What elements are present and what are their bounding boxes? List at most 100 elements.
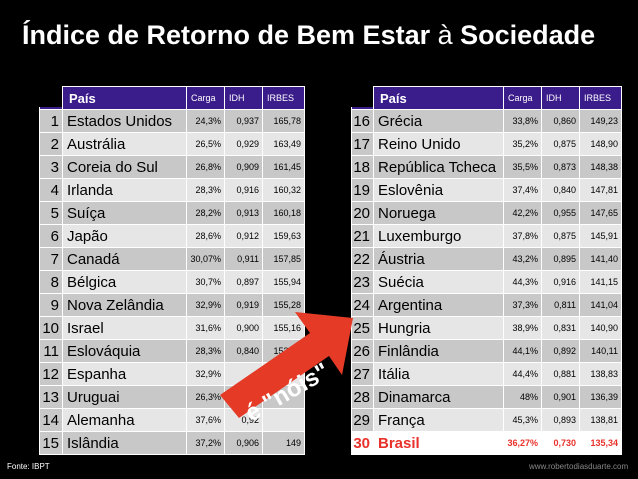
irbes-cell: 163,49 [262, 132, 305, 156]
irbes-cell: 155,28 [262, 293, 305, 317]
irbes-cell: 155,94 [262, 270, 305, 294]
irbes-cell: 140,90 [579, 316, 622, 340]
carga-cell: 28,2% [186, 201, 225, 225]
idh-cell: 0,893 [541, 408, 580, 432]
table-row: 25 Hungria 38,9% 0,831 140,90 [351, 316, 622, 340]
table-row: 6 Japão 28,6% 0,912 159,63 [39, 224, 305, 248]
carga-cell: 32,9% [186, 362, 225, 386]
country-cell: Brasil [373, 431, 504, 455]
rank-cell: 10 [39, 316, 63, 340]
rank-cell: 29 [351, 408, 374, 432]
country-cell: Finlândia [373, 339, 504, 363]
country-cell: Luxemburgo [373, 224, 504, 248]
irbes-cell [262, 408, 305, 432]
page-title: Índice de Retorno de Bem Estar à Socieda… [22, 20, 596, 50]
rank-cell: 22 [351, 247, 374, 271]
irbes-cell: 157,85 [262, 247, 305, 271]
country-cell: Grécia [373, 109, 504, 133]
country-cell: Itália [373, 362, 504, 386]
irbes-cell: 147,81 [579, 178, 622, 202]
country-cell: Uruguai [62, 385, 187, 409]
idh-cell: 0,860 [541, 109, 580, 133]
idh-cell: 0,875 [541, 132, 580, 156]
website-link[interactable]: www.robertodiasduarte.com [529, 462, 629, 471]
irbes-cell: 136,39 [579, 385, 622, 409]
rank-cell: 11 [39, 339, 63, 363]
table-row: 23 Suécia 44,3% 0,916 141,15 [351, 270, 622, 294]
country-cell: Japão [62, 224, 187, 248]
table-row: 7 Canadá 30,07% 0,911 157,85 [39, 247, 305, 271]
table-row: 19 Eslovênia 37,4% 0,840 147,81 [351, 178, 622, 202]
country-cell: Reino Unido [373, 132, 504, 156]
carga-cell: 26,3% [186, 385, 225, 409]
column-header: Carga [186, 86, 225, 110]
rank-cell: 1 [39, 109, 63, 133]
rank-cell: 24 [351, 293, 374, 317]
rank-cell: 13 [39, 385, 63, 409]
carga-cell: 38,9% [503, 316, 542, 340]
country-cell: Alemanha [62, 408, 187, 432]
table-row: 15 Islândia 37,2% 0,906 149 [39, 431, 305, 455]
table-row: 28 Dinamarca 48% 0,901 136,39 [351, 385, 622, 409]
country-cell: Irlanda [62, 178, 187, 202]
rank-cell: 28 [351, 385, 374, 409]
source-note: Fonte: IBPT [7, 462, 50, 471]
carga-cell: 30,07% [186, 247, 225, 271]
table-row: 16 Grécia 33,8% 0,860 149,23 [351, 109, 622, 133]
irbes-cell: 148,38 [579, 155, 622, 179]
idh-cell: 0,919 [224, 293, 263, 317]
table-row: 3 Coreia do Sul 26,8% 0,909 161,45 [39, 155, 305, 179]
idh-cell: 0,895 [541, 247, 580, 271]
idh-cell: 0,811 [541, 293, 580, 317]
carga-cell: 24,3% [186, 109, 225, 133]
carga-cell: 36,27% [503, 431, 542, 455]
table-row: 17 Reino Unido 35,2% 0,875 148,90 [351, 132, 622, 156]
carga-cell: 37,2% [186, 431, 225, 455]
table-row: 26 Finlândia 44,1% 0,892 140,11 [351, 339, 622, 363]
irbes-cell: 141,15 [579, 270, 622, 294]
table-row: 10 Israel 31,6% 0,900 155,16 [39, 316, 305, 340]
country-cell: Argentina [373, 293, 504, 317]
table-row: 13 Uruguai 26,3% [39, 385, 305, 409]
country-cell: Espanha [62, 362, 187, 386]
idh-cell: 0,916 [224, 178, 263, 202]
idh-cell: 0,873 [541, 155, 580, 179]
country-cell: Israel [62, 316, 187, 340]
idh-cell: 0,912 [224, 224, 263, 248]
idh-cell: 0,897 [224, 270, 263, 294]
carga-cell: 28,6% [186, 224, 225, 248]
idh-cell: 0,881 [541, 362, 580, 386]
table-row: 21 Luxemburgo 37,8% 0,875 145,91 [351, 224, 622, 248]
country-cell: Canadá [62, 247, 187, 271]
column-header: País [373, 86, 504, 110]
country-cell: Coreia do Sul [62, 155, 187, 179]
table-corner-left [39, 86, 62, 107]
table-row: 27 Itália 44,4% 0,881 138,83 [351, 362, 622, 386]
table-corner-right [351, 86, 373, 107]
irbes-cell: 135,34 [579, 431, 622, 455]
rank-cell: 14 [39, 408, 63, 432]
country-cell: Austrália [62, 132, 187, 156]
rank-cell: 2 [39, 132, 63, 156]
rank-cell: 15 [39, 431, 63, 455]
table-row: 30 Brasil 36,27% 0,730 135,34 [351, 431, 622, 455]
idh-cell: 0,937 [224, 109, 263, 133]
idh-cell: 0,955 [541, 201, 580, 225]
table-row: 24 Argentina 37,3% 0,811 141,04 [351, 293, 622, 317]
rank-cell: 17 [351, 132, 374, 156]
irbes-cell: 165,78 [262, 109, 305, 133]
table-row: 9 Nova Zelândia 32,9% 0,919 155,28 [39, 293, 305, 317]
carga-cell: 26,5% [186, 132, 225, 156]
carga-cell: 48% [503, 385, 542, 409]
rank-cell: 18 [351, 155, 374, 179]
carga-cell: 37,4% [503, 178, 542, 202]
rank-cell: 26 [351, 339, 374, 363]
column-header: IRBES [579, 86, 622, 110]
column-header: IRBES [262, 86, 305, 110]
carga-cell: 44,4% [503, 362, 542, 386]
irbes-cell: 161,45 [262, 155, 305, 179]
idh-cell: 0,892 [541, 339, 580, 363]
rank-cell: 20 [351, 201, 374, 225]
table-row: 2 Austrália 26,5% 0,929 163,49 [39, 132, 305, 156]
